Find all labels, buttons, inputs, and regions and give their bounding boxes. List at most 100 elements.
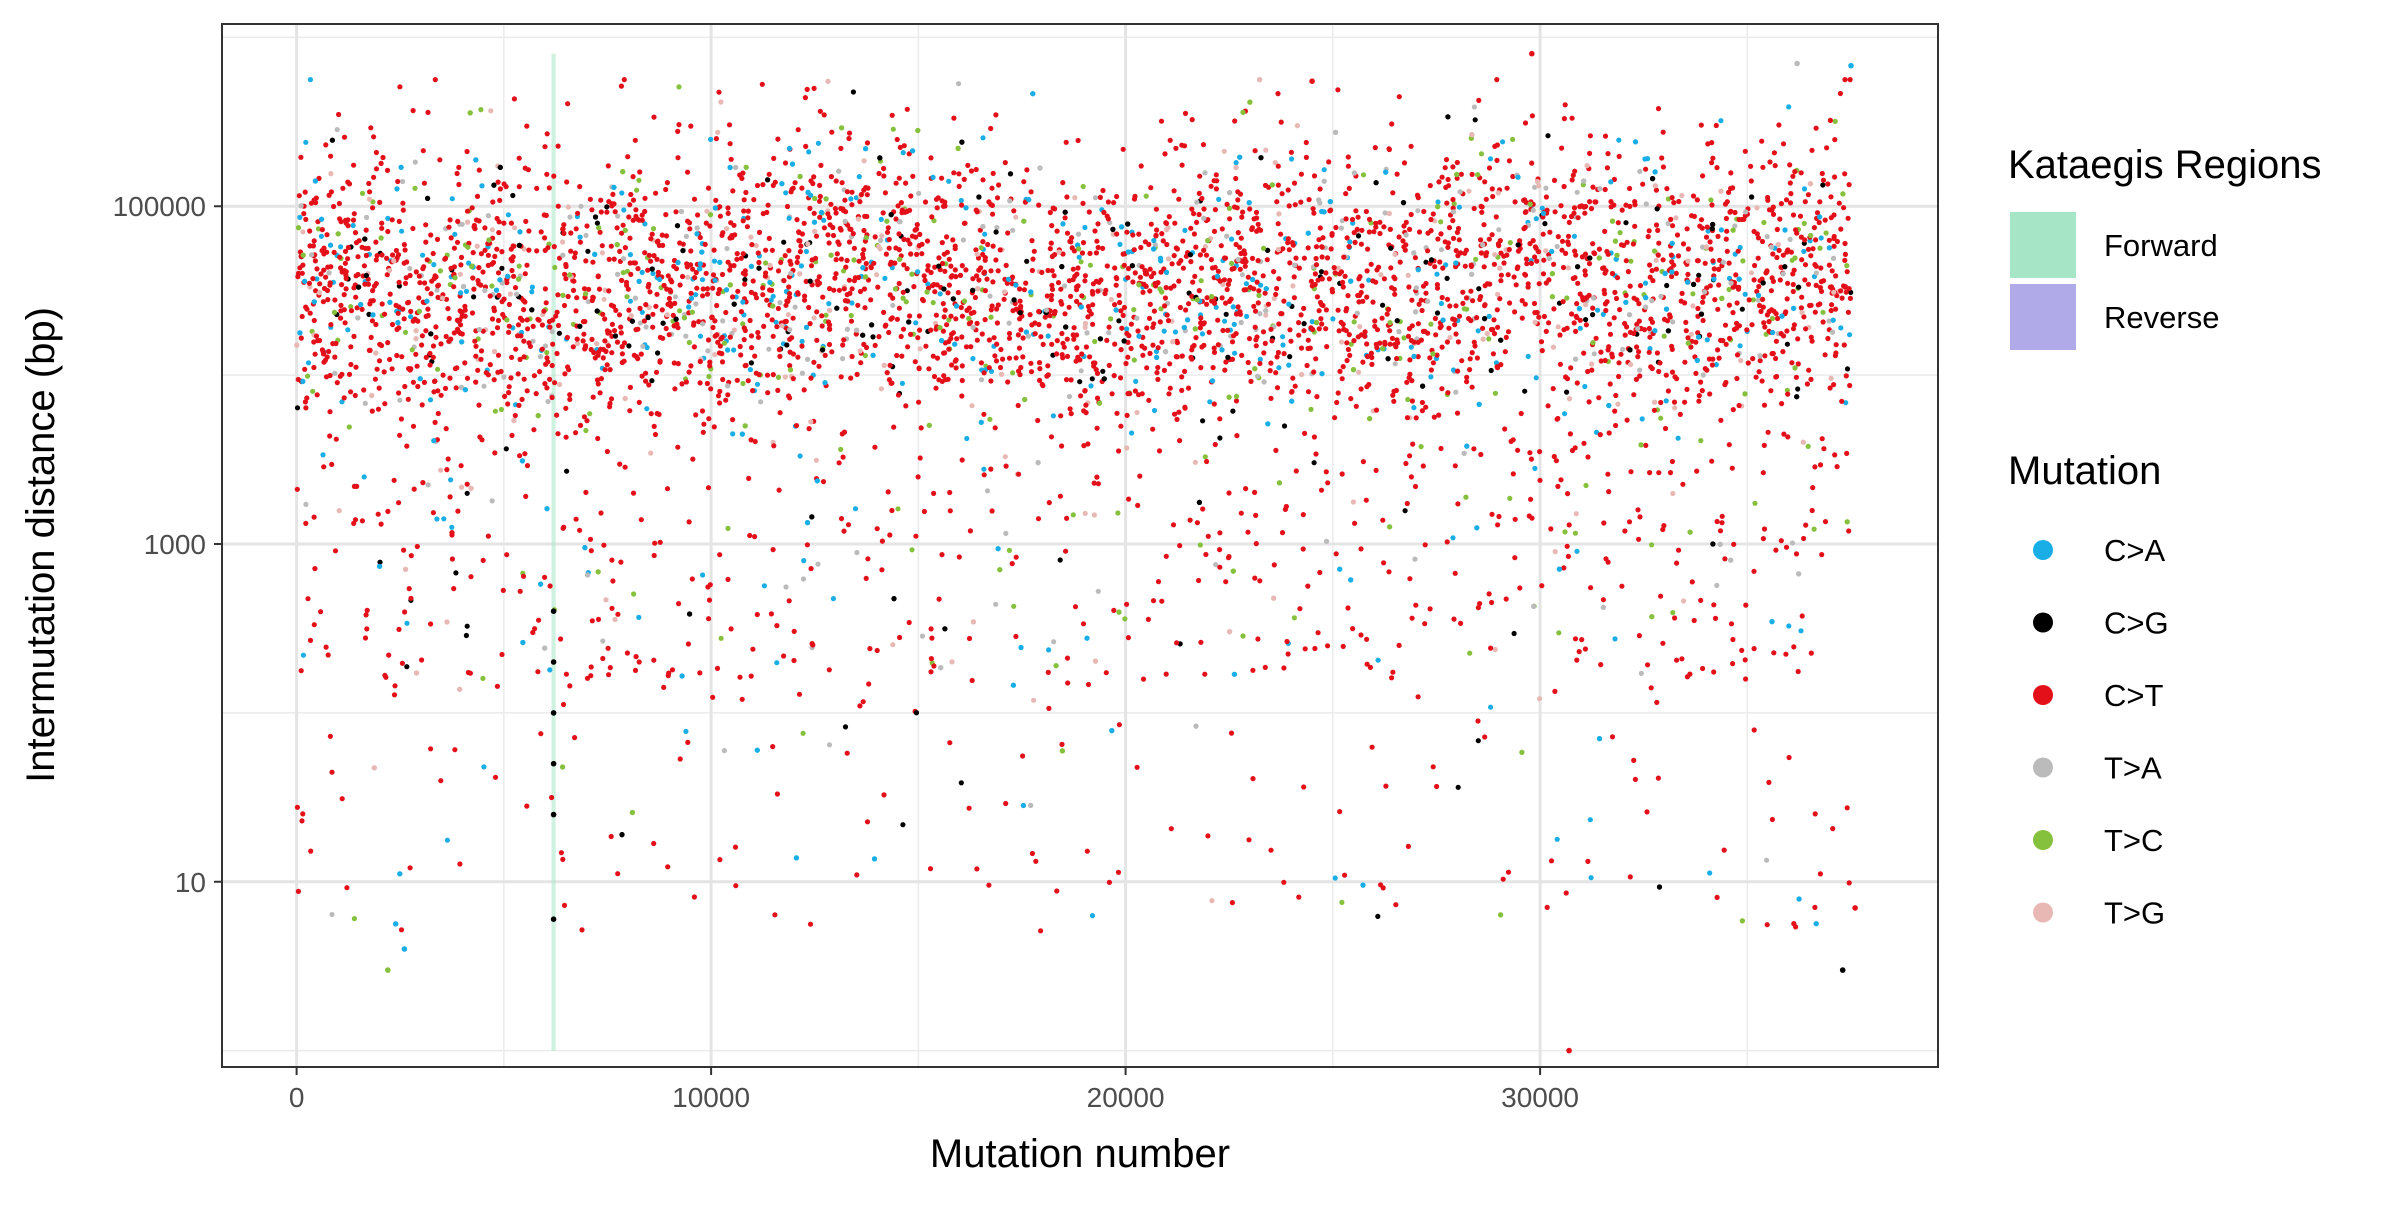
point-C>T	[1562, 214, 1567, 219]
point-C>T	[589, 337, 594, 342]
point-C>T	[1450, 316, 1455, 321]
point-C>T	[1774, 339, 1779, 344]
point-C>T	[1114, 276, 1119, 281]
point-C>T	[1549, 858, 1554, 863]
point-C>T	[1723, 323, 1728, 328]
point-C>A	[404, 621, 409, 626]
point-C>T	[1383, 784, 1388, 789]
point-C>T	[688, 124, 693, 129]
point-C>T	[477, 434, 482, 439]
point-C>T	[651, 658, 656, 663]
point-C>T	[556, 323, 561, 328]
point-C>T	[935, 205, 940, 210]
point-C>G	[1795, 386, 1800, 391]
point-C>T	[606, 163, 611, 168]
point-C>T	[815, 282, 820, 287]
point-C>T	[1311, 369, 1316, 374]
point-T>C	[1203, 454, 1208, 459]
point-T>A	[1453, 390, 1458, 395]
point-C>T	[1313, 271, 1318, 276]
point-C>T	[1711, 669, 1716, 674]
point-C>T	[423, 240, 428, 245]
point-C>T	[808, 922, 813, 927]
point-C>T	[1202, 672, 1207, 677]
point-C>T	[840, 180, 845, 185]
point-C>A	[882, 276, 887, 281]
point-C>T	[1522, 197, 1527, 202]
point-C>T	[314, 334, 319, 339]
point-C>T	[1243, 287, 1248, 292]
point-C>T	[1238, 267, 1243, 272]
point-C>T	[652, 541, 657, 546]
point-T>G	[602, 297, 607, 302]
point-C>T	[1310, 283, 1315, 288]
point-C>T	[1799, 235, 1804, 240]
point-C>T	[707, 598, 712, 603]
point-C>G	[1542, 221, 1547, 226]
point-C>T	[1806, 282, 1811, 287]
point-T>C	[352, 916, 357, 921]
point-C>T	[905, 266, 910, 271]
point-C>T	[1475, 355, 1480, 360]
point-C>T	[476, 265, 481, 270]
point-C>T	[953, 274, 958, 279]
point-C>A	[771, 294, 776, 299]
point-C>T	[1421, 209, 1426, 214]
point-C>T	[650, 312, 655, 317]
point-C>T	[379, 161, 384, 166]
point-C>A	[308, 77, 313, 82]
point-C>T	[1357, 293, 1362, 298]
point-C>T	[563, 262, 568, 267]
point-C>T	[795, 255, 800, 260]
point-T>C	[1401, 335, 1406, 340]
point-C>T	[712, 318, 717, 323]
point-C>T	[610, 192, 615, 197]
point-C>T	[690, 267, 695, 272]
point-C>T	[465, 376, 470, 381]
point-C>T	[843, 209, 848, 214]
point-C>T	[775, 388, 780, 393]
point-C>T	[653, 432, 658, 437]
point-C>T	[902, 143, 907, 148]
point-C>T	[990, 279, 995, 284]
point-C>A	[306, 360, 311, 365]
point-C>A	[1562, 411, 1567, 416]
point-C>T	[917, 243, 922, 248]
point-C>T	[1730, 185, 1735, 190]
point-C>A	[1643, 281, 1648, 286]
point-C>T	[1049, 241, 1054, 246]
point-C>T	[1132, 247, 1137, 252]
point-C>T	[1060, 355, 1065, 360]
point-C>T	[1848, 77, 1853, 82]
point-C>T	[803, 144, 808, 149]
point-C>T	[1628, 469, 1633, 474]
point-C>T	[1098, 195, 1103, 200]
point-C>T	[578, 423, 583, 428]
point-C>T	[1685, 335, 1690, 340]
point-T>A	[1194, 200, 1199, 205]
point-C>T	[1781, 432, 1786, 437]
point-C>A	[1847, 332, 1852, 337]
point-T>C	[489, 283, 494, 288]
point-C>T	[653, 191, 658, 196]
point-C>T	[1417, 302, 1422, 307]
point-C>T	[839, 374, 844, 379]
point-C>T	[518, 589, 523, 594]
point-C>T	[1188, 518, 1193, 523]
point-C>T	[899, 354, 904, 359]
point-C>T	[1287, 203, 1292, 208]
point-C>T	[1036, 322, 1041, 327]
point-C>T	[1536, 315, 1541, 320]
point-C>T	[834, 257, 839, 262]
point-C>T	[1381, 224, 1386, 229]
point-C>T	[1791, 326, 1796, 331]
point-C>T	[860, 252, 865, 257]
point-C>T	[321, 268, 326, 273]
point-C>T	[1522, 272, 1527, 277]
point-T>G	[1109, 297, 1114, 302]
point-C>T	[717, 389, 722, 394]
point-T>A	[683, 334, 688, 339]
point-C>T	[1730, 466, 1735, 471]
point-C>T	[1220, 295, 1225, 300]
point-C>T	[1256, 222, 1261, 227]
